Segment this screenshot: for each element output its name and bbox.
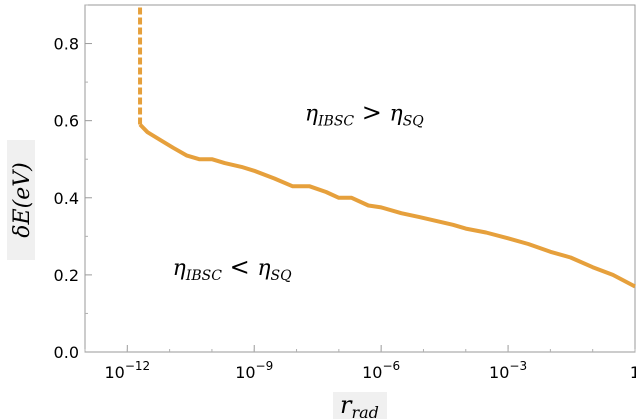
- region-label-part: IBSC: [185, 268, 222, 284]
- x-tick-base: 10: [489, 363, 509, 382]
- y-tick-label: 0.6: [54, 112, 79, 131]
- series-lines: [140, 5, 635, 287]
- x-tick-exponent: −6: [382, 359, 400, 373]
- x-axis-title: rrad: [333, 391, 387, 419]
- x-tick-base: 10: [235, 363, 255, 382]
- x-tick-label: 10−9: [235, 359, 273, 382]
- y-axis-title-text: δE(eV): [10, 162, 35, 237]
- y-tick-label: 0.0: [54, 343, 79, 362]
- x-tick-label: 10−3: [489, 359, 527, 382]
- x-tick-base: 10: [104, 363, 124, 382]
- x-tick-exponent: −3: [509, 359, 527, 373]
- region-label-part: IBSC: [317, 114, 354, 130]
- region-label-part: η: [173, 256, 186, 281]
- y-axis-ticks: 0.0 0.2 0.4 0.6 0.8: [54, 5, 92, 362]
- y-tick-label: 0.2: [54, 266, 79, 285]
- region-label-part: SQ: [271, 268, 293, 284]
- region-label: ηIBSC < ηSQ: [173, 253, 292, 284]
- y-tick-label: 0.4: [54, 189, 79, 208]
- region-label-part: η: [390, 102, 403, 127]
- x-tick-exponent: −12: [125, 359, 150, 373]
- x-tick-base: 1: [630, 363, 636, 382]
- region-label-part: η: [257, 256, 270, 281]
- x-axis-title-sub: rad: [351, 403, 378, 419]
- x-tick-exponent: −9: [256, 359, 274, 373]
- region-label: ηIBSC > ηSQ: [305, 99, 424, 130]
- y-tick-label: 0.8: [54, 35, 79, 54]
- x-tick-label: 10−6: [362, 359, 400, 382]
- x-tick-base: 10: [362, 363, 382, 382]
- region-label-part: >: [354, 99, 389, 127]
- x-axis-ticks: 10−12 10−9 10−6 10−3 1: [85, 345, 636, 382]
- region-label-part: η: [305, 102, 318, 127]
- x-tick-label: 1: [630, 363, 636, 382]
- y-axis-title: δE(eV): [7, 140, 35, 260]
- boundary-curve: [140, 125, 635, 287]
- plot-frame: [85, 5, 635, 352]
- x-tick-label: 10−12: [104, 359, 150, 382]
- region-label-part: SQ: [403, 114, 425, 130]
- region-label-part: <: [222, 253, 257, 281]
